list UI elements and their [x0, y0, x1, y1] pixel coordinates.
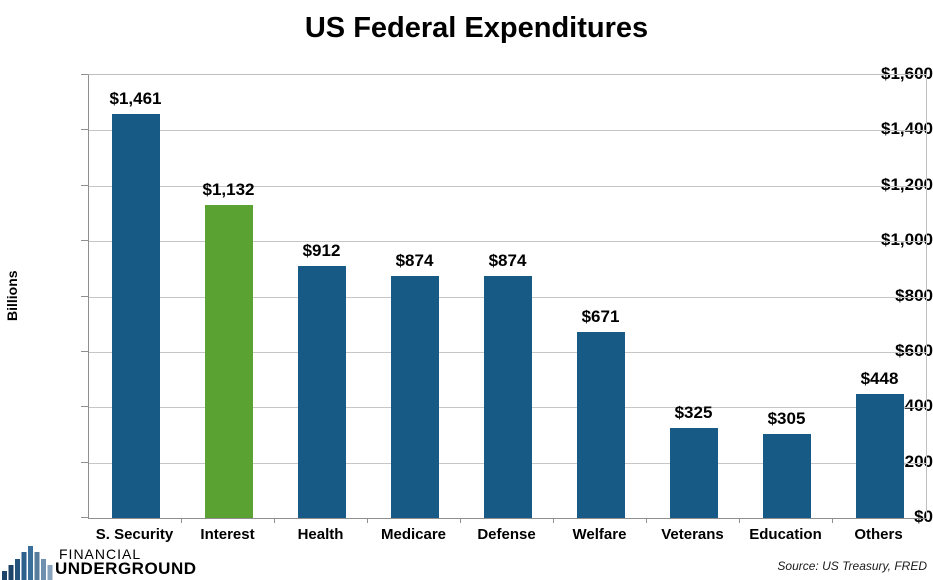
x-tick-mark [646, 518, 647, 523]
bar-medicare [390, 276, 439, 518]
logo-text-underground: UNDERGROUND [55, 559, 197, 578]
bar-value-label: $1,461 [109, 88, 162, 108]
y-tick-label: $400 [895, 396, 933, 416]
y-tick-label: $1,000 [881, 230, 933, 250]
y-tick-label: $1,200 [881, 174, 933, 194]
bar-defense [483, 276, 532, 518]
x-category-label: Veterans [661, 526, 724, 543]
y-tick-mark [81, 406, 88, 408]
y-tick-mark [81, 517, 88, 518]
plot-area: $1,461 $1,132 $912 $874 $874 $671 $325 $305 $448 [88, 74, 927, 519]
bar-education [762, 433, 811, 518]
gridline [89, 130, 926, 132]
y-tick-label: $0 [914, 507, 933, 526]
y-tick-label: $800 [895, 285, 933, 305]
bar-interest [204, 204, 253, 518]
y-tick-mark [81, 295, 88, 297]
x-tick-mark [832, 518, 833, 523]
y-tick-label: $1,600 [881, 64, 933, 83]
gridline [89, 241, 926, 243]
x-category-label: Interest [200, 526, 255, 543]
y-tick-mark [81, 350, 88, 352]
x-tick-mark [367, 518, 368, 523]
bar-health [297, 265, 346, 518]
bar-value-label: $912 [302, 240, 341, 260]
bar-value-label: $325 [674, 403, 713, 423]
bar-value-label: $874 [395, 251, 434, 271]
x-category-label: Health [297, 526, 344, 543]
bar-welfare [576, 332, 625, 518]
bar-value-label: $671 [581, 307, 620, 327]
y-tick-mark [81, 240, 88, 242]
x-category-label: Defense [477, 526, 536, 543]
source-note: Source: US Treasury, FRED [777, 559, 927, 573]
financial-underground-logo: FINANCIAL UNDERGROUND [2, 544, 252, 580]
x-tick-mark [739, 518, 740, 523]
logo-text-financial: FINANCIAL [59, 546, 142, 562]
x-category-label: Education [749, 526, 822, 543]
bar-value-label: $305 [767, 408, 806, 428]
y-tick-mark [81, 184, 88, 186]
bar-s-security [111, 113, 160, 518]
x-tick-mark [460, 518, 461, 523]
bar-value-label: $874 [488, 251, 527, 271]
bar-chart-skyline-icon [2, 546, 53, 580]
x-category-label: Welfare [572, 526, 627, 543]
y-tick-label: $600 [895, 340, 933, 360]
gridline [89, 185, 926, 187]
x-category-label: S. Security [95, 526, 174, 543]
y-tick-label: $1,400 [881, 119, 933, 139]
x-category-label: Medicare [380, 526, 447, 543]
bar-veterans [669, 428, 718, 518]
chart-title: US Federal Expenditures [304, 12, 649, 44]
bar-value-label: $1,132 [202, 179, 255, 199]
y-tick-mark [81, 461, 88, 463]
y-tick-mark [81, 129, 88, 131]
x-tick-mark [274, 518, 275, 523]
y-tick-mark [81, 74, 88, 75]
x-category-label: Others [854, 526, 903, 543]
y-tick-label: $200 [895, 451, 933, 471]
y-axis-title: Billions [4, 270, 20, 321]
x-tick-mark [181, 518, 182, 523]
bar-others [855, 393, 904, 518]
bar-value-label: $448 [860, 368, 899, 388]
x-tick-mark [553, 518, 554, 523]
